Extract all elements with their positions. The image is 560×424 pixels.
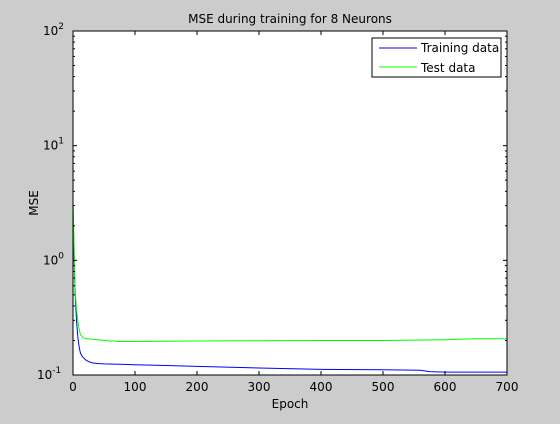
- x-axis-label: Epoch: [272, 397, 309, 411]
- x-tick-label: 100: [124, 380, 147, 394]
- x-tick-label: 300: [248, 380, 271, 394]
- plot-area: [73, 31, 507, 375]
- y-tick-label: 101: [43, 137, 64, 153]
- legend-label-training: Training data: [420, 41, 499, 55]
- axes-box: [72, 30, 508, 376]
- series-line-training-data: [72, 205, 507, 373]
- x-tick-label: 0: [69, 380, 77, 394]
- series-layer: [72, 202, 507, 373]
- x-tick-label: 500: [372, 380, 395, 394]
- legend-box: [371, 37, 502, 78]
- x-tick-label: 700: [496, 380, 519, 394]
- ticks-layer: 0 100 200 300 400 500 600 700 10-1 100 101 102: [37, 22, 518, 394]
- y-tick-label: 100: [43, 251, 64, 267]
- chart-title: MSE during training for 8 Neurons: [188, 12, 392, 26]
- x-tick-label: 200: [186, 380, 209, 394]
- legend-label-test: Test data: [420, 61, 475, 75]
- x-tick-label: 600: [434, 380, 457, 394]
- y-tick-label: 102: [43, 22, 64, 38]
- legend: Training data Test data: [371, 37, 502, 78]
- y-axis-label: MSE: [27, 190, 41, 216]
- y-tick-label: 10-1: [37, 366, 61, 382]
- series-line-test-data: [72, 202, 507, 342]
- x-tick-label: 400: [310, 380, 333, 394]
